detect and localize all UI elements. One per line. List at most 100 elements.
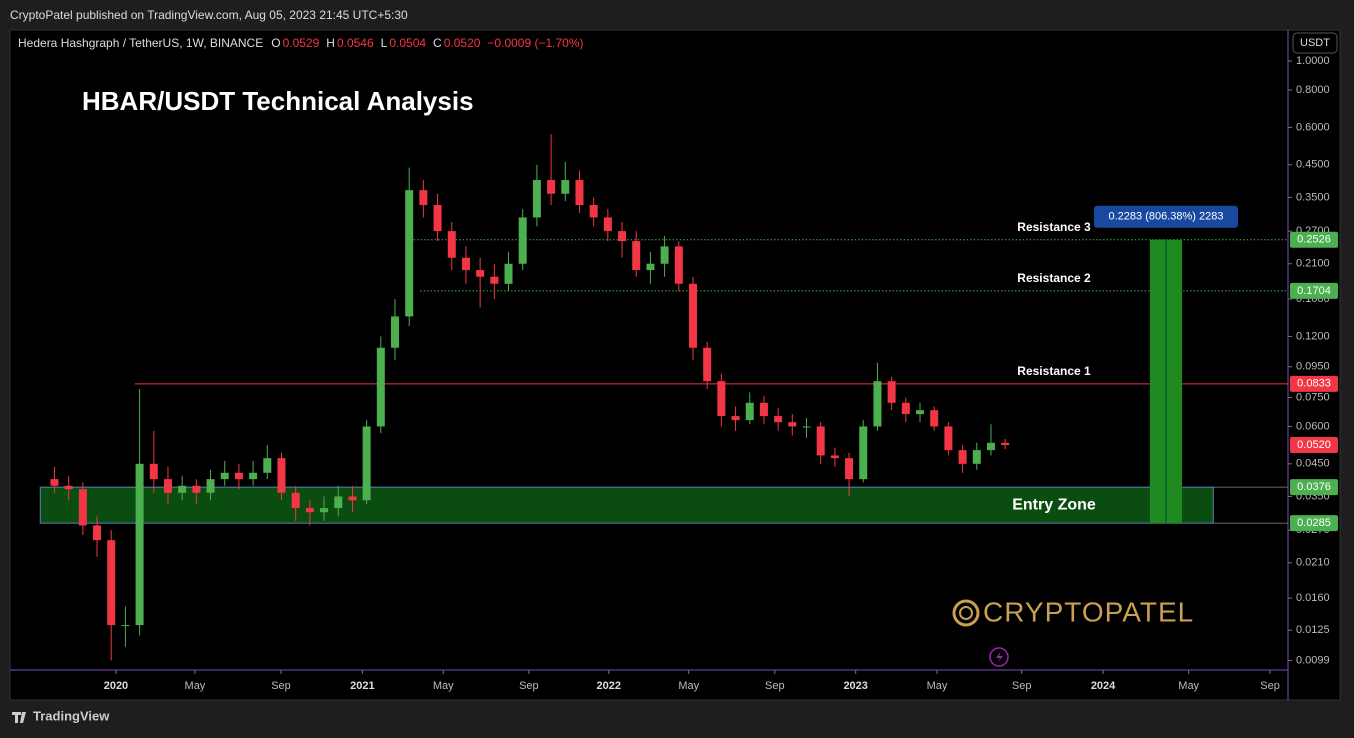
x-tick-label: May: [1178, 680, 1199, 692]
candle-body: [916, 410, 925, 415]
candle-body: [206, 479, 215, 493]
candle-body: [490, 276, 499, 284]
x-tick-label: May: [433, 680, 454, 692]
y-tick-label: 0.0099: [1296, 654, 1330, 666]
price-badge: [1290, 437, 1338, 454]
publisher: CryptoPatel published on TradingView.com…: [10, 8, 408, 22]
price-badge: [1290, 479, 1338, 496]
y-tick-label: 0.0125: [1296, 624, 1330, 636]
ohlc-value: 0.0546: [337, 36, 374, 50]
price-badge-label: 0.1704: [1297, 285, 1331, 297]
candle-body: [305, 508, 314, 513]
x-tick-label: Sep: [519, 680, 539, 692]
candle-body: [476, 270, 485, 277]
candle-body: [376, 347, 385, 427]
candle-body: [93, 525, 102, 541]
candle-body: [632, 241, 641, 271]
candle-body: [930, 410, 939, 427]
candle-body: [802, 426, 811, 428]
candle-body: [774, 416, 783, 423]
x-tick-label: 2024: [1091, 680, 1116, 692]
y-tick-label: 0.6000: [1296, 121, 1330, 133]
y-tick-label: 0.0950: [1296, 361, 1330, 373]
candle-body: [646, 263, 655, 271]
price-badge: [1290, 231, 1338, 248]
measure-label: 0.2283 (806.38%) 2283: [1109, 211, 1224, 223]
candle-body: [433, 205, 442, 232]
price-badge-label: 0.0285: [1297, 517, 1331, 529]
x-tick-label: Sep: [1012, 680, 1032, 692]
footer-logo: [12, 712, 26, 723]
price-badge-label: 0.0376: [1297, 481, 1331, 493]
price-badge: [1290, 282, 1338, 299]
candle-body: [518, 217, 527, 264]
currency-button[interactable]: [1292, 32, 1338, 54]
candle-body: [504, 263, 513, 284]
ohlc-label: O: [271, 36, 280, 50]
candle-body: [618, 231, 627, 242]
y-tick-label: 1.0000: [1296, 55, 1330, 67]
candle-body: [703, 347, 712, 382]
y-tick-label: 0.2100: [1296, 258, 1330, 270]
candle-body: [135, 463, 144, 626]
x-tick-label: Sep: [765, 680, 785, 692]
candle-body: [234, 472, 243, 480]
ohlc-value: 0.0504: [389, 36, 426, 50]
candle-body: [348, 496, 357, 501]
candle-body: [944, 426, 953, 451]
y-tick-label: 0.0210: [1296, 557, 1330, 569]
candle-body: [291, 492, 300, 509]
level-label: Resistance 1: [1017, 364, 1091, 378]
candle-body: [830, 455, 839, 459]
candle-body: [334, 496, 343, 509]
candle-body: [759, 402, 768, 417]
zone-label: Entry Zone: [1012, 496, 1096, 513]
candle-body: [859, 426, 868, 480]
candle-body: [78, 489, 87, 526]
candle-body: [64, 485, 73, 490]
change: −0.0009 (−1.70%): [487, 36, 583, 50]
x-tick-label: Sep: [1260, 680, 1280, 692]
price-badge-label: 0.0520: [1297, 439, 1331, 451]
x-tick-label: May: [185, 680, 206, 692]
measure-label-box: [1094, 205, 1238, 228]
ohlc-value: 0.0529: [283, 36, 320, 50]
currency[interactable]: USDT: [1300, 37, 1330, 49]
candle-body: [901, 402, 910, 415]
footer-brand: TradingView: [33, 708, 110, 723]
candle-body: [986, 442, 995, 451]
watermark: CRYPTOPATEL: [983, 596, 1194, 627]
level-label: Resistance 2: [1017, 271, 1091, 285]
y-tick-label: 0.4500: [1296, 159, 1330, 171]
candle-body: [688, 283, 697, 348]
candle-body: [561, 180, 570, 194]
candle-body: [887, 381, 896, 403]
candle-body: [589, 205, 598, 218]
y-tick-label: 0.0750: [1296, 391, 1330, 403]
entry-zone: [39, 486, 1214, 524]
candle-body: [263, 458, 272, 473]
event-icon: [989, 647, 1009, 667]
candle-body: [717, 381, 726, 417]
candle-body: [447, 231, 456, 258]
price-badge: [1290, 515, 1338, 532]
x-tick-label: 2021: [350, 680, 374, 692]
ohlc-label: H: [326, 36, 335, 50]
candle-body: [745, 402, 754, 421]
candle-body: [405, 190, 414, 317]
candle-body: [461, 257, 470, 271]
level-label: Resistance 3: [1017, 220, 1091, 234]
price-badge-label: 0.2526: [1297, 234, 1331, 246]
candle-body: [277, 458, 286, 493]
candle-body: [1001, 442, 1010, 446]
candle-body: [731, 416, 740, 421]
candle-body: [178, 485, 187, 493]
candle-body: [362, 426, 371, 501]
candle-body: [107, 540, 116, 626]
candle-body: [249, 472, 258, 480]
candle-body: [220, 472, 229, 480]
symbol: Hedera Hashgraph / TetherUS, 1W, BINANCE: [18, 36, 263, 50]
candle-body: [958, 450, 967, 464]
